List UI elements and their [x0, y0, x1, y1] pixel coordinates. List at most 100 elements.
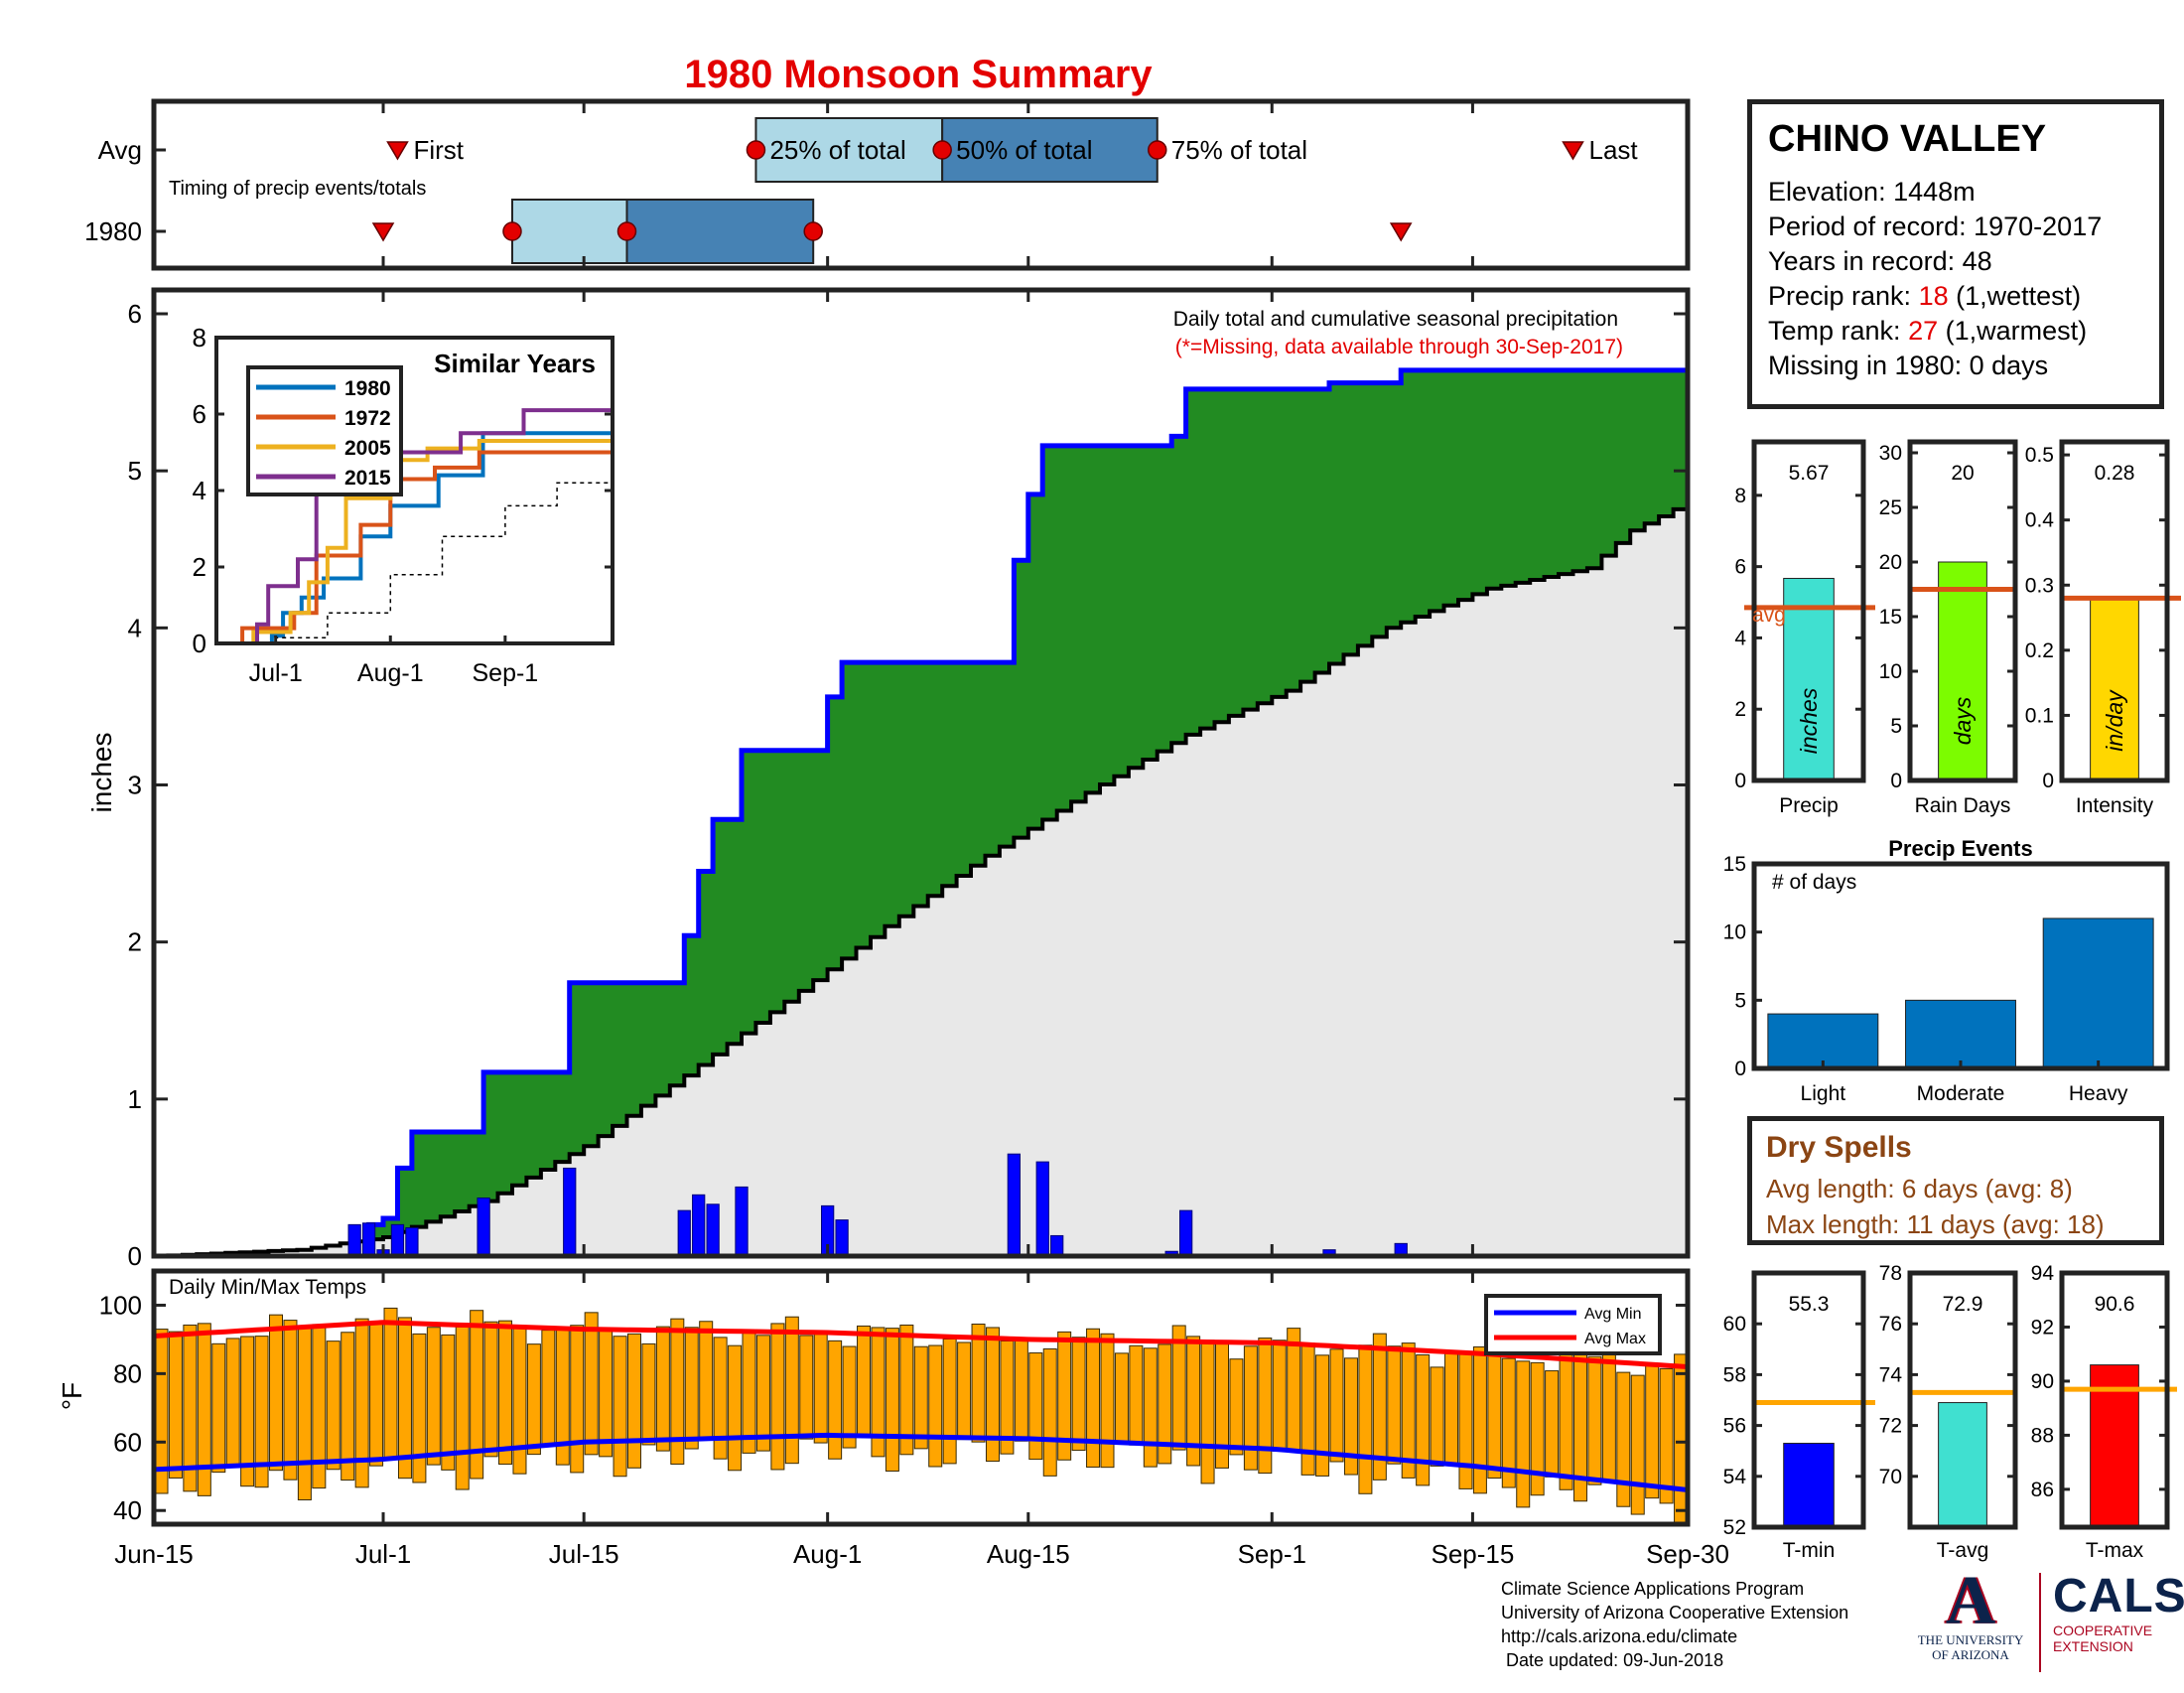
temp-y-tick-label: 80 — [113, 1358, 142, 1388]
precip-events-y-tick-label: 10 — [1723, 921, 1746, 944]
Intensity-y-tick-label: 0.3 — [2025, 574, 2054, 597]
T-max-panel-frame — [2059, 1270, 2170, 1530]
Rain Days-y-tick-label: 5 — [1890, 715, 1902, 738]
cumulative-surplus-area — [154, 365, 1688, 1256]
daily-precip-bar — [390, 1223, 405, 1257]
daily-temp-range-bar — [626, 1333, 641, 1469]
daily-temp-range-bar — [1042, 1347, 1057, 1477]
daily-temp-range-bar — [1387, 1345, 1402, 1465]
daily-temp-range-bar — [426, 1327, 441, 1466]
timing-label-last: Last — [1588, 135, 1638, 165]
ua-block-a-icon: A — [1945, 1563, 1996, 1639]
main-annotation: Daily total and cumulative seasonal prec… — [1173, 308, 1618, 331]
daily-temp-range-bar — [899, 1324, 914, 1456]
daily-temp-range-bar — [254, 1336, 269, 1488]
Precip-panel-frame — [1751, 439, 1866, 783]
Precip-bar-label: inches — [1796, 687, 1822, 754]
daily-temp-range-bar — [1143, 1347, 1158, 1468]
daily-temp-range-bar — [1601, 1351, 1616, 1482]
Precip-y-tick-label: 4 — [1734, 627, 1746, 649]
precip-events-panel-frame — [1751, 861, 2170, 1071]
daily-precip-bar — [735, 1186, 749, 1257]
temp-y-tick-label: 60 — [113, 1427, 142, 1457]
daily-temp-range-bar — [928, 1344, 943, 1468]
timing-label-50: 50% of total — [956, 135, 1092, 165]
x-axis-tick-label: Jul-1 — [355, 1539, 411, 1569]
precip-events-category-heavy: Heavy — [2069, 1082, 2128, 1105]
daily-precip-bar — [1050, 1234, 1064, 1257]
T-min-y-tick-label: 56 — [1723, 1415, 1746, 1438]
inset-x-tick-label: Jul-1 — [249, 659, 303, 687]
Rain Days-bar-label: days — [1950, 696, 1976, 745]
T-avg-y-tick-label: 72 — [1879, 1415, 1902, 1438]
temp-panel-title: Daily Min/Max Temps — [169, 1276, 366, 1299]
daily-temp-range-bar — [1158, 1343, 1172, 1465]
inset-line-1980 — [216, 425, 614, 645]
Precip-category-label: Precip — [1779, 794, 1839, 817]
daily-temp-range-bar — [684, 1327, 699, 1450]
daily-temp-range-bar — [1458, 1351, 1473, 1489]
T-avg-category-label: T-avg — [1937, 1539, 1989, 1562]
daily-temp-range-bar — [713, 1337, 728, 1460]
credits-line-3[interactable]: http://cals.arizona.edu/climate — [1501, 1626, 1738, 1646]
x-axis-tick-label: Aug-15 — [987, 1539, 1070, 1569]
main-missing-note: (*=Missing, data available through 30-Se… — [1175, 336, 1623, 358]
daily-temp-range-bar — [197, 1323, 211, 1496]
daily-temp-range-bar — [397, 1317, 412, 1480]
ua-logo-text-2: OF ARIZONA — [1932, 1647, 2009, 1662]
daily-temp-range-bar — [828, 1340, 843, 1460]
Precip-bar — [1783, 577, 1835, 781]
timing-year-box-50-75 — [625, 199, 815, 264]
station-precip-rank: Precip rank: 18 (1,wettest) — [1768, 279, 2143, 314]
precip-rank-note: (1,wettest) — [1948, 281, 2082, 311]
ua-logo-text-1: THE UNIVERSITY — [1917, 1632, 2024, 1647]
daily-precip-bar — [405, 1227, 419, 1257]
T-avg-y-tick-label: 76 — [1879, 1313, 1902, 1336]
main-y-tick-label: 6 — [128, 299, 142, 329]
cals-logo-subtext-1: COOPERATIVE — [2053, 1622, 2153, 1638]
daily-precip-bar — [477, 1197, 490, 1257]
temp-rank-value: 27 — [1908, 316, 1939, 346]
timing-avg-marker-p50 — [932, 140, 952, 160]
daily-precip-bar — [677, 1209, 691, 1257]
main-y-tick-label: 3 — [128, 771, 142, 800]
temp-rank-label: Temp rank: — [1768, 316, 1909, 346]
daily-temp-range-bar — [942, 1339, 957, 1465]
temp-panel-frame — [151, 1268, 1691, 1527]
daily-temp-range-bar — [1659, 1367, 1674, 1504]
daily-temp-range-bar — [283, 1320, 298, 1481]
T-min-panel-frame — [1751, 1270, 1866, 1530]
Intensity-value-label: 0.28 — [2095, 462, 2135, 485]
daily-precip-bar — [835, 1219, 849, 1257]
daily-precip-bar — [361, 1222, 376, 1257]
timing-year-triangle-last — [1389, 222, 1413, 242]
daily-temp-range-bar — [383, 1307, 398, 1459]
x-axis-tick-label: Aug-1 — [793, 1539, 862, 1569]
T-max-y-tick-label: 94 — [2031, 1262, 2055, 1285]
main-y-tick-label: 1 — [128, 1084, 142, 1114]
inset-y-tick-label: 0 — [193, 629, 206, 658]
inset-y-tick-label: 6 — [193, 399, 206, 429]
daily-temp-range-bar — [957, 1341, 972, 1441]
daily-temp-range-bar — [1086, 1328, 1101, 1468]
credits-line-1: Climate Science Applications Program — [1501, 1579, 1805, 1599]
x-axis-tick-label: Jul-15 — [549, 1539, 619, 1569]
T-max-y-tick-label: 88 — [2031, 1424, 2054, 1447]
daily-precip-bar — [563, 1167, 577, 1257]
Intensity-bar — [2090, 597, 2139, 781]
daily-temp-range-bar — [799, 1335, 814, 1440]
daily-temp-range-bar — [1516, 1360, 1531, 1508]
main-panel-frame — [151, 287, 1691, 1259]
timing-year-marker-p50 — [616, 221, 637, 241]
main-y-axis-label: inches — [86, 733, 117, 813]
avg-min-temp-line — [153, 1432, 1689, 1492]
daily-temp-range-bar — [1329, 1348, 1344, 1463]
timing-subtitle: Timing of precip events/totals — [169, 178, 426, 200]
daily-temp-range-bar — [1416, 1353, 1431, 1486]
inset-title: Similar Years — [434, 349, 596, 378]
timing-avg-triangle-first — [386, 141, 409, 161]
x-axis-tick-label: Sep-1 — [1238, 1539, 1306, 1569]
inset-x-tick-label: Sep-1 — [473, 659, 539, 687]
temp-legend-box — [1484, 1294, 1662, 1355]
daily-temp-range-bar — [570, 1325, 585, 1474]
